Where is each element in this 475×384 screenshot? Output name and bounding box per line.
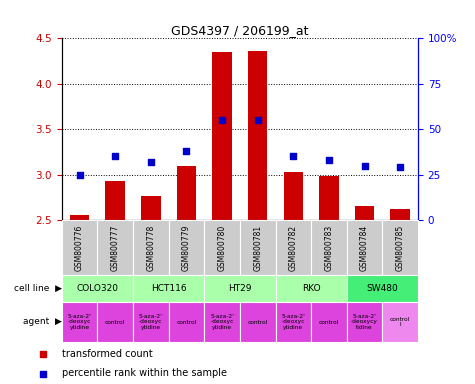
Text: agent  ▶: agent ▶ (23, 318, 62, 326)
Text: GSM800780: GSM800780 (218, 224, 227, 271)
Point (147, 159, 155, 165)
Text: 5-aza-2'
-deoxycy
tidine: 5-aza-2' -deoxycy tidine (351, 314, 378, 330)
Bar (240, 302, 276, 342)
Text: control: control (247, 319, 268, 324)
Bar (390, 209, 410, 220)
Bar (382, 220, 418, 275)
Point (182, 148, 190, 154)
Bar (105, 181, 125, 220)
Bar (311, 220, 347, 275)
Bar (240, 220, 276, 275)
Text: GSM800782: GSM800782 (289, 224, 298, 271)
Text: GSM800778: GSM800778 (146, 224, 155, 271)
Bar (276, 220, 311, 275)
Bar (204, 220, 240, 275)
Bar (204, 275, 276, 302)
Bar (133, 302, 169, 342)
Point (254, 117, 261, 123)
Text: GSM800776: GSM800776 (75, 224, 84, 271)
Text: GSM800785: GSM800785 (396, 224, 405, 271)
Bar (347, 302, 382, 342)
Text: SW480: SW480 (367, 284, 398, 293)
Bar (284, 172, 303, 220)
Text: GSM800783: GSM800783 (324, 224, 333, 271)
Text: cell line  ▶: cell line ▶ (14, 284, 62, 293)
Text: control
l: control l (390, 316, 410, 328)
Bar (276, 275, 347, 302)
Bar (133, 275, 204, 302)
Text: GSM800784: GSM800784 (360, 224, 369, 271)
Bar (62, 302, 97, 342)
Bar (177, 166, 196, 220)
Text: GSM800777: GSM800777 (111, 224, 120, 271)
Text: 5-aza-2'
-deoxyc
ytidine: 5-aza-2' -deoxyc ytidine (281, 314, 305, 330)
Bar (62, 275, 133, 302)
Point (218, 117, 226, 123)
Text: percentile rank within the sample: percentile rank within the sample (62, 369, 227, 379)
Point (396, 164, 404, 170)
Text: 5-aza-2'
-deoxyc
ytidine: 5-aza-2' -deoxyc ytidine (67, 314, 92, 330)
Bar (355, 206, 374, 220)
Title: GDS4397 / 206199_at: GDS4397 / 206199_at (171, 24, 309, 37)
Point (325, 157, 332, 163)
Text: control: control (176, 319, 197, 324)
Bar (276, 302, 311, 342)
Text: COLO320: COLO320 (76, 284, 118, 293)
Bar (347, 220, 382, 275)
Point (289, 153, 297, 159)
Bar (141, 196, 161, 220)
Text: 5-aza-2'
-deoxyc
ytidine: 5-aza-2' -deoxyc ytidine (210, 314, 234, 330)
Bar (62, 220, 97, 275)
Bar (97, 220, 133, 275)
Bar (347, 275, 418, 302)
Text: GSM800781: GSM800781 (253, 224, 262, 271)
Text: control: control (105, 319, 125, 324)
Bar (382, 302, 418, 342)
Bar (70, 215, 89, 220)
Bar (248, 51, 267, 220)
Point (361, 162, 369, 169)
Bar (169, 220, 204, 275)
Bar (169, 302, 204, 342)
Text: HCT116: HCT116 (151, 284, 186, 293)
Bar (204, 302, 240, 342)
Text: 5-aza-2'
-deoxyc
ytidine: 5-aza-2' -deoxyc ytidine (139, 314, 163, 330)
Bar (97, 302, 133, 342)
Text: GSM800779: GSM800779 (182, 224, 191, 271)
Text: control: control (319, 319, 339, 324)
Bar (133, 220, 169, 275)
Text: HT29: HT29 (228, 284, 252, 293)
Bar (212, 52, 232, 220)
Text: transformed count: transformed count (62, 349, 152, 359)
Bar (311, 302, 347, 342)
Bar (319, 176, 339, 220)
Point (111, 153, 119, 159)
Point (76, 172, 84, 178)
Text: RKO: RKO (302, 284, 321, 293)
